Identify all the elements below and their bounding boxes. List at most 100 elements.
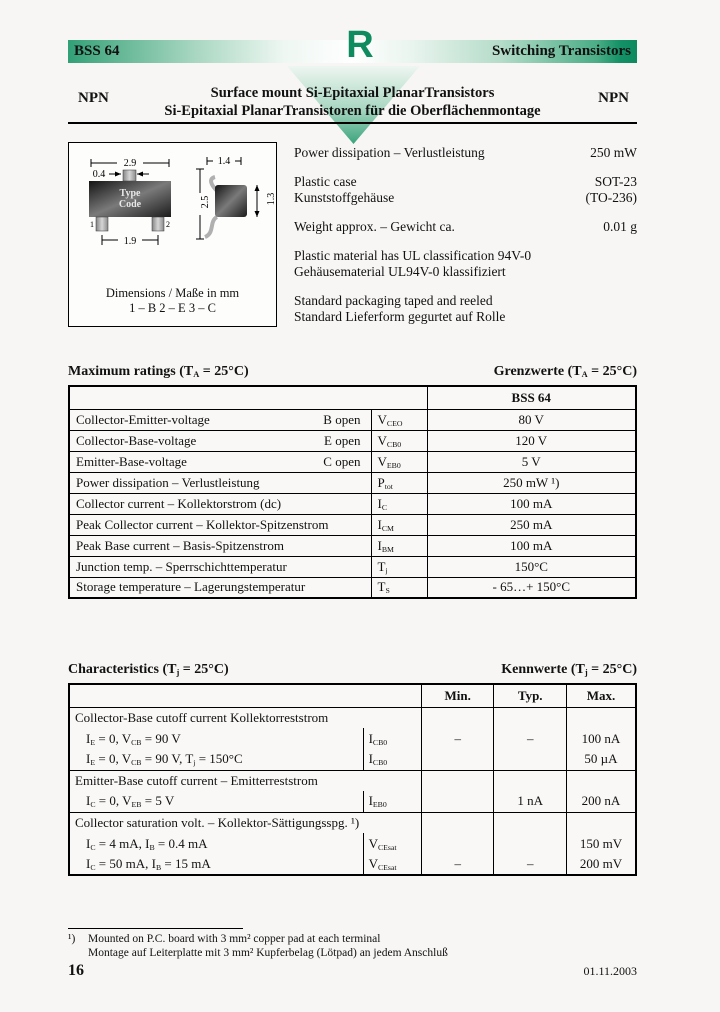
feature-case: Plastic case Kunststoffgehäuse SOT-23 (T… xyxy=(294,174,637,206)
table-row: Peak Base current – Basis-Spitzenstrom I… xyxy=(69,534,636,556)
footnote-text-de: Montage auf Leiterplatte mit 3 mm² Kupfe… xyxy=(88,947,448,959)
group-title-row: Collector-Base cutoff current Kollektorr… xyxy=(69,707,636,728)
footnote-rule xyxy=(68,928,243,929)
row-typ: – xyxy=(493,728,567,749)
table-row: IE = 0, VCB = 90 V ICB0 – – 100 nA xyxy=(69,728,636,749)
pin1-label: 1 xyxy=(90,220,94,229)
row-symbol: ICB0 xyxy=(362,728,422,749)
row-min: – xyxy=(420,854,494,875)
row-symbol: VCEsat xyxy=(362,854,422,875)
row-value: 250 mA xyxy=(426,513,636,535)
feature-value: SOT-23 xyxy=(594,174,637,189)
row-symbol: Tj xyxy=(370,555,427,577)
table-header-row: Min. Typ. Max. xyxy=(69,684,636,708)
row-label: Emitter-Base-voltage xyxy=(69,450,299,472)
feature-value: (TO-236) xyxy=(585,190,638,205)
group-title-row: Collector saturation volt. – Kollektor-S… xyxy=(69,811,636,833)
row-condition: IC = 4 mA, IB = 0.4 mA xyxy=(86,835,208,852)
footnote-block: ¹) Mounted on P.C. board with 3 mm² copp… xyxy=(68,928,637,979)
doc-date: 01.11.2003 xyxy=(583,964,637,978)
row-typ xyxy=(493,749,567,770)
table-row: Collector-Base-voltage E open VCB0 120 V xyxy=(69,429,636,451)
row-open: C open xyxy=(299,450,371,472)
feature-weight: Weight approx. – Gewicht ca. 0.01 g xyxy=(294,219,637,235)
footnote-text-en: Mounted on P.C. board with 3 mm² copper … xyxy=(88,933,381,945)
part-number: BSS 64 xyxy=(74,43,120,59)
row-label: Peak Base current – Basis-Spitzenstrom xyxy=(69,534,371,556)
feature-power: Power dissipation – Verlustleistung 250 … xyxy=(294,145,637,161)
row-value: 5 V xyxy=(426,450,636,472)
row-value: 80 V xyxy=(426,408,636,430)
category-title: Switching Transistors xyxy=(491,43,631,59)
row-max: 150 mV xyxy=(565,833,636,854)
max-ratings-heading-en: Maximum ratings (TA = 25°C) xyxy=(68,364,249,380)
table-row: Storage temperature – Lagerungstemperatu… xyxy=(69,576,636,598)
max-ratings-heading-de: Grenzwerte (TA = 25°C) xyxy=(493,364,637,380)
row-label: Power dissipation – Verlustleistung xyxy=(69,471,371,493)
row-open: E open xyxy=(299,429,371,451)
row-symbol: IEB0 xyxy=(362,791,422,812)
row-typ: 1 nA xyxy=(493,791,567,812)
group-title: Emitter-Base cutoff current – Emitterres… xyxy=(69,769,422,791)
characteristics-section: Characteristics (Tj = 25°C) Kennwerte (T… xyxy=(68,662,637,876)
row-value: 100 mA xyxy=(426,534,636,556)
row-value: 250 mW ¹) xyxy=(426,471,636,493)
max-ratings-section: Maximum ratings (TA = 25°C) Grenzwerte (… xyxy=(68,364,637,599)
row-symbol: VCEsat xyxy=(362,833,422,854)
package-outline-drawing: 2.9 0.4 3 Type Code 1 2 1.9 1.4 xyxy=(89,154,277,247)
row-typ xyxy=(493,833,567,854)
group-title: Collector saturation volt. – Kollektor-S… xyxy=(69,811,422,833)
feature-value: 0.01 g xyxy=(603,219,637,234)
row-symbol: IC xyxy=(370,492,427,514)
row-symbol: VCB0 xyxy=(370,429,427,451)
characteristics-heading-de: Kennwerte (Tj = 25°C) xyxy=(501,662,637,678)
row-typ: – xyxy=(493,854,567,875)
row-min xyxy=(420,833,494,854)
feature-list: Power dissipation – Verlustleistung 250 … xyxy=(294,145,637,338)
row-value: - 65…+ 150°C xyxy=(426,576,636,598)
row-value: 120 V xyxy=(426,429,636,451)
table-header-row: BSS 64 xyxy=(69,386,636,409)
row-symbol: ICB0 xyxy=(362,749,422,770)
dim-body-width: 2.9 xyxy=(124,158,137,169)
characteristics-heading-en: Characteristics (Tj = 25°C) xyxy=(68,662,229,678)
table-row: Peak Collector current – Kollektor-Spitz… xyxy=(69,513,636,535)
group-title-row: Emitter-Base cutoff current – Emitterres… xyxy=(69,769,636,791)
feature-packaging: Standard packaging taped and reeled Stan… xyxy=(294,293,637,325)
row-label: Collector-Emitter-voltage xyxy=(69,408,299,430)
table-row: Collector-Emitter-voltage B open VCEO 80… xyxy=(69,408,636,430)
characteristics-table: Min. Typ. Max. Collector-Base cutoff cur… xyxy=(68,683,637,876)
row-label: Junction temp. – Sperrschichttemperatur xyxy=(69,555,371,577)
package-caption: Dimensions / Maße in mm xyxy=(105,286,240,300)
row-max: 50 µA xyxy=(565,749,636,770)
row-value: 150°C xyxy=(426,555,636,577)
row-symbol: VEB0 xyxy=(370,450,427,472)
row-condition: IE = 0, VCB = 90 V, Tj = 150°C xyxy=(86,751,243,768)
row-condition: IC = 50 mA, IB = 15 mA xyxy=(86,856,211,872)
dim-body-height: 2.5 xyxy=(200,196,211,209)
brand-logo-r: R xyxy=(346,24,374,66)
footnote-marker: ¹) xyxy=(68,933,76,945)
feature-ul: Plastic material has UL classification 9… xyxy=(294,248,637,280)
column-header-max: Max. xyxy=(565,684,636,708)
page-number: 16 xyxy=(68,962,84,979)
row-label: Collector-Base-voltage xyxy=(69,429,299,451)
feature-value: 250 mW xyxy=(590,145,637,160)
feature-label: Gehäusematerial UL94V-0 klassifiziert xyxy=(294,264,506,279)
table-row: Junction temp. – Sperrschichttemperatur … xyxy=(69,555,636,577)
feature-label: Standard Lieferform gegurtet auf Rolle xyxy=(294,309,506,324)
table-row: IE = 0, VCB = 90 V, Tj = 150°C ICB0 50 µ… xyxy=(69,749,636,770)
header-bar: BSS 64 Switching Transistors xyxy=(68,40,637,63)
row-value: 100 mA xyxy=(426,492,636,514)
group-title: Collector-Base cutoff current Kollektorr… xyxy=(75,709,329,725)
type-code-line1: Type xyxy=(120,188,141,199)
row-min: – xyxy=(420,728,494,749)
row-condition: IC = 0, VEB = 5 V xyxy=(86,793,175,810)
table-row: Collector current – Kollektorstrom (dc) … xyxy=(69,492,636,514)
title-divider xyxy=(68,122,637,124)
row-symbol: Ptot xyxy=(370,471,427,493)
row-label: Collector current – Kollektorstrom (dc) xyxy=(69,492,371,514)
table-row: Emitter-Base-voltage C open VEB0 5 V xyxy=(69,450,636,472)
doc-title-en: Surface mount Si-Epitaxial PlanarTransis… xyxy=(210,85,495,101)
feature-label: Weight approx. – Gewicht ca. xyxy=(294,219,455,234)
